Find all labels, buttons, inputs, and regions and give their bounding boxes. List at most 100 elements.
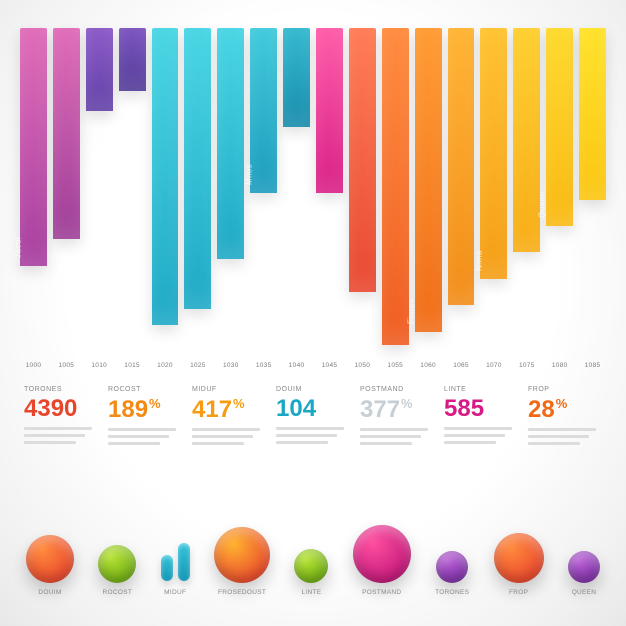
stat-block: LINTE585 [444, 386, 518, 449]
stat-value-number: 28 [528, 396, 555, 423]
bar-slot [217, 28, 244, 358]
stat-title: FROP [528, 386, 602, 393]
stat-value: 104 [276, 397, 350, 421]
stat-value-number: 417 [192, 396, 232, 423]
circle-slot: LINTE [294, 549, 328, 596]
x-tick: 1030 [217, 362, 244, 369]
bar-slot [513, 28, 540, 358]
stat-title: DOUIM [276, 386, 350, 393]
x-tick: 1065 [448, 362, 475, 369]
stat-block: FROP 28% [528, 386, 602, 449]
circle-icon [214, 527, 270, 583]
bar-slot [86, 28, 113, 358]
circle-label: FROSEDOUST [218, 589, 266, 596]
circle-label: QUEEN [572, 589, 597, 596]
stat-title: POSTMAND [360, 386, 434, 393]
circle-label: ROCOST [103, 589, 133, 596]
bar-slot [448, 28, 475, 358]
x-tick: 1015 [119, 362, 146, 369]
bar-slot: Jacul [20, 28, 47, 358]
stat-value-pct: % [401, 396, 413, 411]
x-tick: 1050 [349, 362, 376, 369]
bar: Nima [480, 28, 507, 279]
bar-label: Jacul [14, 236, 23, 257]
bar: Milos [250, 28, 277, 193]
bar-slot [283, 28, 310, 358]
bar-label: Fiores [407, 298, 416, 323]
stat-placeholder-lines [24, 427, 98, 444]
circle-slot: ROCOST [98, 545, 136, 596]
stat-placeholder-lines [528, 428, 602, 445]
bar [217, 28, 244, 259]
bar [316, 28, 343, 193]
stat-title: TORONES [24, 386, 98, 393]
circle-icon [98, 545, 136, 583]
bar-slot [316, 28, 343, 358]
stat-placeholder-lines [192, 428, 266, 445]
stat-title: MIDUF [192, 386, 266, 393]
circle-label: FROP [509, 589, 528, 596]
bar-slot [119, 28, 146, 358]
circle-row: DOUIMROCOSTMIDUFFROSEDOUSTLINTEPOSTMANDT… [26, 525, 600, 596]
circle-label: TORONES [435, 589, 469, 596]
circle-icon [436, 551, 468, 583]
bar-slot [184, 28, 211, 358]
bar [283, 28, 310, 127]
bar-slot [152, 28, 179, 358]
x-tick: 1025 [184, 362, 211, 369]
bar-label: Queen [537, 191, 546, 218]
stat-value-number: 585 [444, 395, 484, 422]
circle-label: LINTE [301, 589, 321, 596]
stat-value-number: 189 [108, 396, 148, 423]
stat-block: POSTMAND 377% [360, 386, 434, 449]
bar [184, 28, 211, 309]
bar-slot: Nima [480, 28, 507, 358]
stat-value-number: 4390 [24, 395, 77, 422]
x-tick: 1070 [480, 362, 507, 369]
stat-value: 417% [192, 397, 266, 422]
stat-placeholder-lines [444, 427, 518, 444]
bar-slot: Queen [546, 28, 573, 358]
x-tick: 1010 [86, 362, 113, 369]
stat-block: DOUIM 104 [276, 386, 350, 449]
stat-placeholder-lines [108, 428, 182, 445]
bar [152, 28, 179, 325]
bar-label: Nima [475, 250, 484, 271]
x-tick: 1045 [316, 362, 343, 369]
stat-value: 377% [360, 397, 434, 422]
bar-slot [579, 28, 606, 358]
bar-slot [349, 28, 376, 358]
circle-label: POSTMAND [362, 589, 401, 596]
x-tick: 1075 [513, 362, 540, 369]
circle-icon [494, 533, 544, 583]
x-tick: 1005 [53, 362, 80, 369]
stat-placeholder-lines [276, 427, 350, 444]
x-tick: 1040 [283, 362, 310, 369]
bar-label: Milos [244, 164, 253, 185]
stat-block: ROCOST189% [108, 386, 182, 449]
bar [86, 28, 113, 111]
stat-value: 585 [444, 397, 518, 421]
circle-slot: FROSEDOUST [214, 527, 270, 596]
bar [53, 28, 80, 239]
stat-value-number: 377 [360, 396, 400, 423]
stat-value-pct: % [233, 396, 245, 411]
stat-title: ROCOST [108, 386, 182, 393]
circle-icon [26, 535, 74, 583]
stat-block: TORONES 4390 [24, 386, 98, 449]
stats-row: TORONES 4390 ROCOST 189% MIDUF 417% DOUIM 104 PO… [24, 386, 602, 449]
circle-icon [294, 549, 328, 583]
stat-placeholder-lines [360, 428, 434, 445]
circle-slot: DOUIM [26, 535, 74, 596]
circle-label: DOUIM [38, 589, 61, 596]
stat-value: 28% [528, 397, 602, 422]
bar [448, 28, 475, 305]
bar-slot [382, 28, 409, 358]
bar-chart-x-axis: 1000100510101015102010251030103510401045… [20, 362, 606, 369]
bar: Jacul [20, 28, 47, 266]
stat-value-pct: % [556, 396, 568, 411]
circle-slot: TORONES [435, 551, 469, 596]
x-tick: 1020 [152, 362, 179, 369]
circle-slot: POSTMAND [353, 525, 411, 596]
x-tick: 1000 [20, 362, 47, 369]
